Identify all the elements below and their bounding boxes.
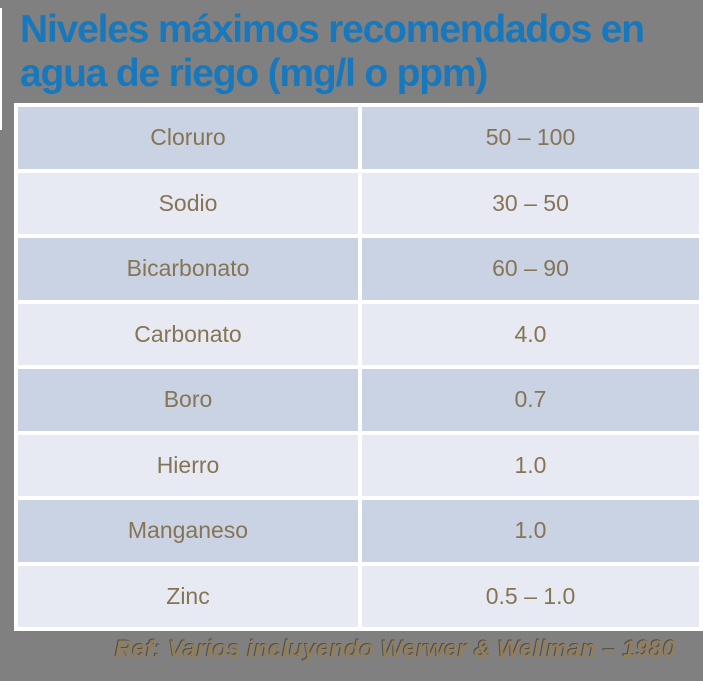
reference-note: Ref: Varios incluyendo Werwer & Wellman … [114, 636, 677, 663]
title-line-2: agua de riego (mg/l o ppm) [20, 52, 488, 95]
substance-name-cell: Hierro [18, 434, 358, 496]
substance-name-cell: Cloruro [18, 107, 358, 169]
substance-name-cell: Zinc [18, 565, 358, 627]
left-edge-highlight [0, 8, 2, 130]
value-cell: 4.0 [362, 303, 699, 365]
value-cell: 30 – 50 [362, 172, 699, 234]
value-cell: 60 – 90 [362, 238, 699, 300]
value-cell: 0.7 [362, 369, 699, 431]
substance-name-cell: Sodio [18, 172, 358, 234]
title-line-1: Niveles máximos recomendados en [20, 8, 645, 51]
value-cell: 1.0 [362, 500, 699, 562]
page-title: Niveles máximos recomendados en agua de … [20, 8, 645, 96]
substance-name-cell: Boro [18, 369, 358, 431]
substance-name-cell: Carbonato [18, 303, 358, 365]
substance-name-cell: Manganeso [18, 500, 358, 562]
value-cell: 1.0 [362, 434, 699, 496]
data-table: Cloruro 50 – 100 Sodio 30 – 50 Bicarbona… [14, 103, 703, 631]
value-cell: 50 – 100 [362, 107, 699, 169]
substance-name-cell: Bicarbonato [18, 238, 358, 300]
value-cell: 0.5 – 1.0 [362, 565, 699, 627]
